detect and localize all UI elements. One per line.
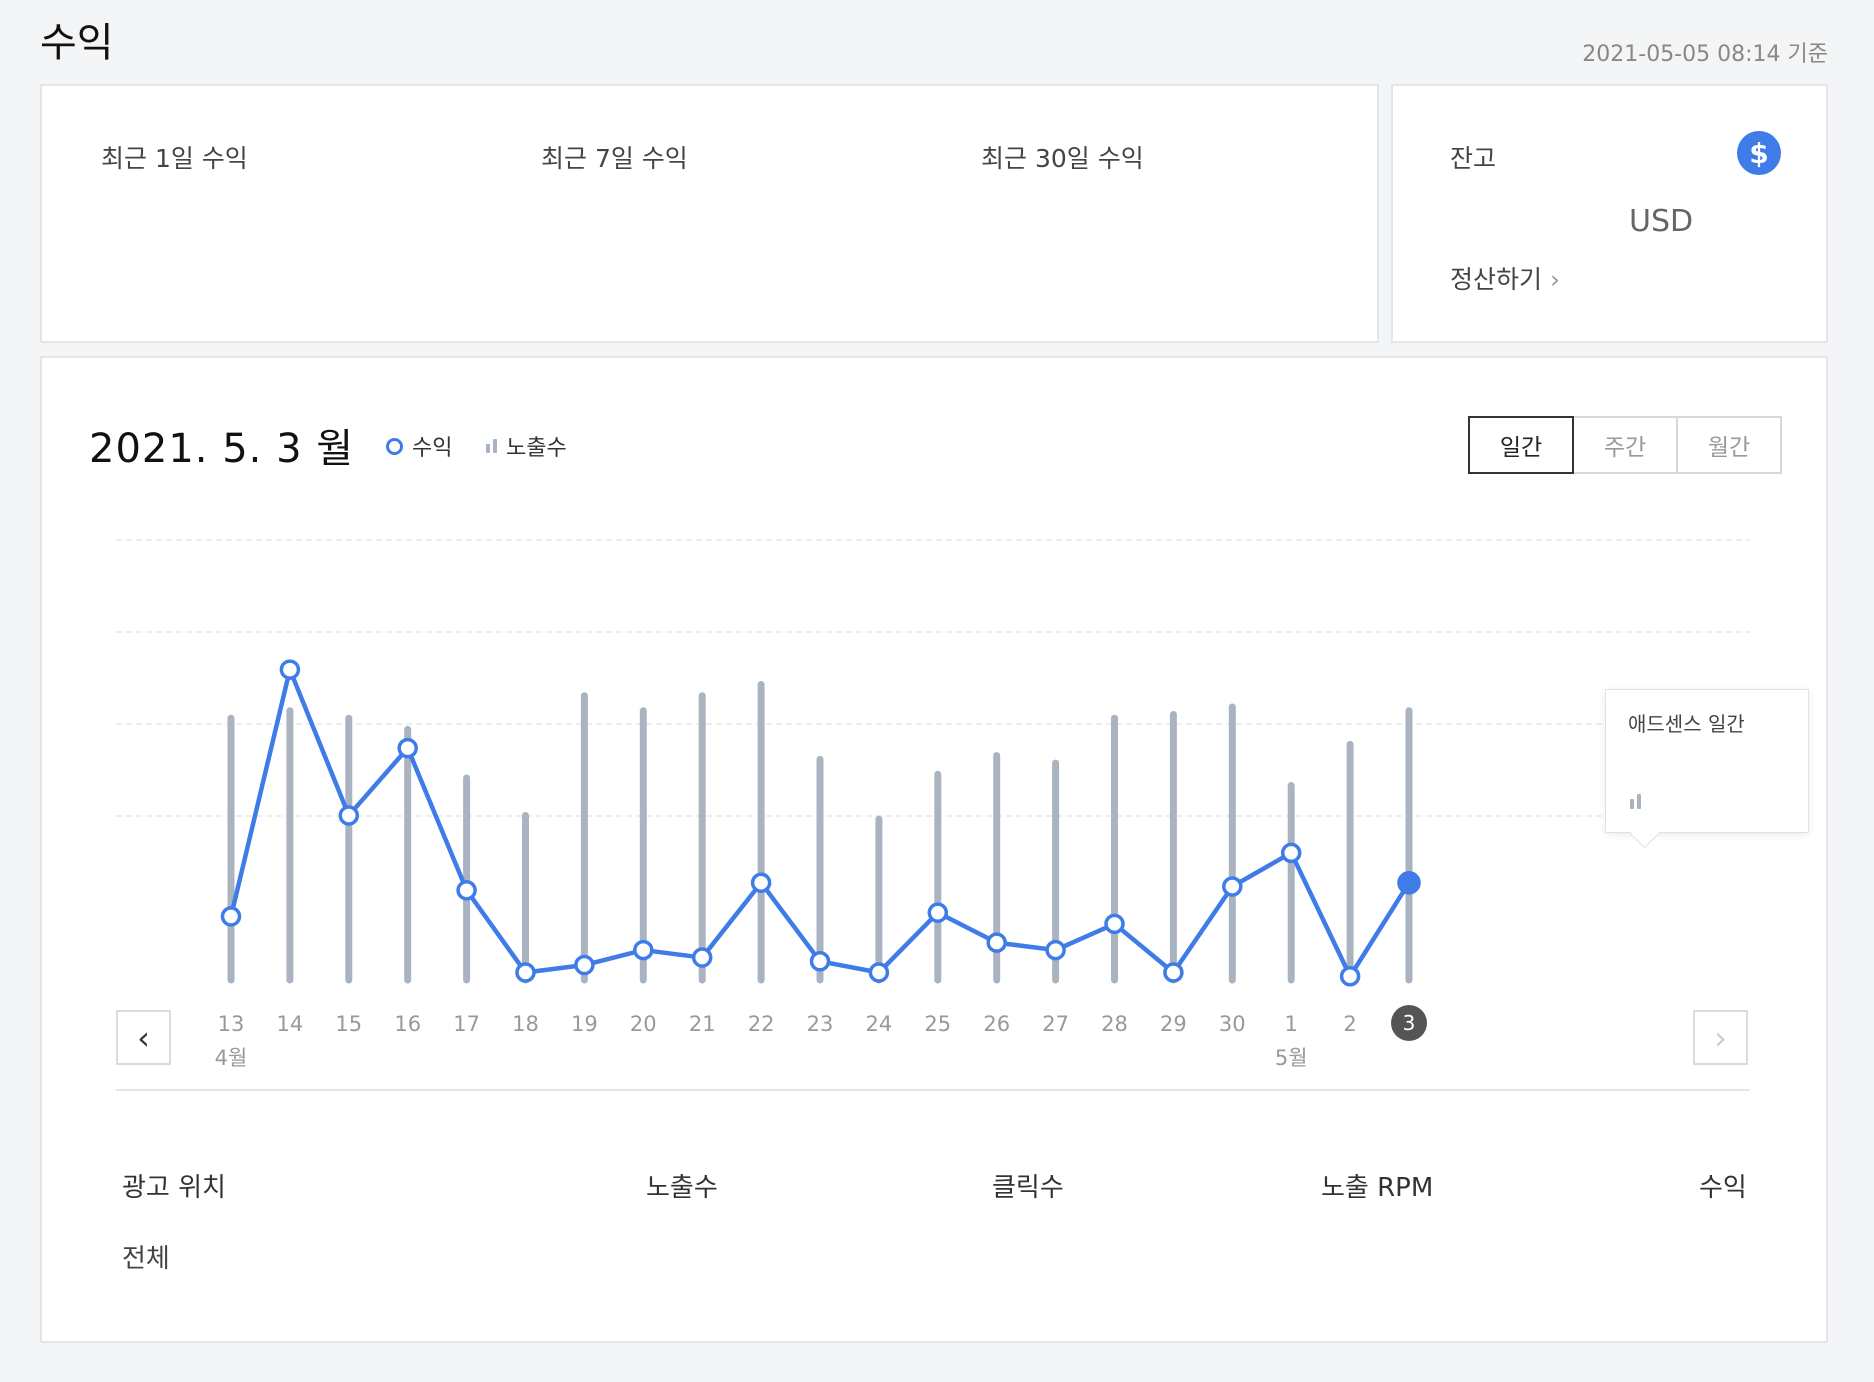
legend-impressions: 노출수 — [486, 430, 567, 462]
metric-label-30d: 최근 30일 수익 — [981, 144, 1144, 173]
table-header-clicks: 클릭수 — [992, 1173, 1064, 1203]
tab-daily[interactable]: 일간 — [1468, 416, 1574, 474]
x-tick-label: 15 — [335, 1012, 362, 1036]
daily-chart-card: 2021. 5. 3 월 수익 노출수 일간 주간 월간 13 14 15 16 17 1… — [40, 356, 1828, 1343]
x-tick-label: 20 — [630, 1012, 657, 1036]
revenue-point — [338, 805, 360, 826]
revenue-point — [515, 962, 536, 983]
revenue-point — [1222, 876, 1243, 897]
next-period-button[interactable]: › — [1693, 1010, 1748, 1065]
x-tick-label: 14 — [277, 1012, 304, 1036]
period-tabs: 일간 주간 월간 — [1468, 416, 1782, 474]
x-tick-label: 19 — [571, 1012, 598, 1036]
legend-revenue-label: 수익 — [412, 436, 453, 461]
bar-chart-icon — [1630, 794, 1641, 809]
month-label: 5월 — [1275, 1046, 1308, 1070]
divider — [116, 1089, 1750, 1091]
revenue-point — [1104, 913, 1125, 935]
x-tick-label: 30 — [1219, 1012, 1246, 1036]
revenue-point — [750, 872, 772, 894]
revenue-point — [809, 951, 831, 972]
x-tick-label: 26 — [983, 1012, 1010, 1036]
bar-chart-icon — [486, 439, 497, 453]
revenue-point — [574, 954, 595, 976]
month-label: 4월 — [215, 1046, 248, 1070]
legend-revenue: 수익 — [386, 430, 452, 462]
balance-card: 잔고 $ USD 정산하기 › — [1391, 84, 1828, 343]
x-tick-label: 24 — [866, 1012, 893, 1036]
revenue-chart: 13 14 15 16 17 18 19 20 21 22 23 24 25 26 27 28 29 30 1 2 34… — [116, 539, 1750, 1070]
x-tick-label: 21 — [689, 1012, 716, 1036]
revenue-point — [1280, 842, 1302, 864]
x-tick-label: 22 — [748, 1012, 775, 1036]
revenue-point — [986, 932, 1007, 953]
balance-currency: USD — [1629, 204, 1694, 239]
page-title: 수익 — [40, 20, 114, 66]
x-tick-label: 28 — [1101, 1012, 1128, 1036]
revenue-point — [220, 906, 242, 927]
circle-icon — [386, 437, 403, 455]
table-header-ad-position: 광고 위치 — [122, 1173, 226, 1203]
dollar-icon: $ — [1737, 131, 1781, 175]
settle-label: 정산하기 — [1450, 265, 1543, 294]
tab-monthly[interactable]: 월간 — [1676, 416, 1782, 474]
revenue-point — [1163, 962, 1184, 983]
earnings-summary-card: 최근 1일 수익 최근 7일 수익 최근 30일 수익 — [40, 84, 1379, 343]
x-tick-label: 13 — [218, 1012, 245, 1036]
revenue-point — [927, 902, 949, 923]
x-tick-label: 2 — [1343, 1012, 1356, 1036]
x-tick-label: 3 — [1403, 1011, 1416, 1035]
revenue-point — [691, 947, 713, 968]
x-tick-label: 17 — [453, 1012, 480, 1036]
revenue-point — [633, 939, 654, 961]
legend-impressions-label: 노출수 — [506, 436, 567, 461]
revenue-point — [868, 962, 890, 983]
x-tick-label: 16 — [394, 1012, 421, 1036]
x-tick-label: 25 — [924, 1012, 951, 1036]
selected-day-marker — [1391, 1005, 1427, 1041]
chevron-right-icon: › — [1550, 265, 1561, 294]
metric-label-7d: 최근 7일 수익 — [541, 144, 688, 173]
x-tick-label: 1 — [1285, 1012, 1298, 1036]
revenue-point — [279, 659, 301, 680]
prev-period-button[interactable]: ‹ — [116, 1010, 171, 1065]
tooltip-title: 애드센스 일간 — [1628, 712, 1745, 736]
settle-link[interactable]: 정산하기 › — [1450, 260, 1560, 296]
balance-label: 잔고 — [1450, 144, 1497, 173]
table-row-total-label: 전체 — [122, 1244, 170, 1274]
table-header-impressions: 노출수 — [646, 1173, 718, 1203]
chart-tooltip: 애드센스 일간 — [1605, 689, 1809, 849]
updated-timestamp: 2021-05-05 08:14 기준 — [1582, 42, 1828, 67]
revenue-point — [1045, 939, 1066, 961]
revenue-point — [456, 879, 477, 901]
metric-label-1d: 최근 1일 수익 — [101, 144, 248, 173]
x-tick-label: 23 — [807, 1012, 834, 1036]
x-tick-label: 29 — [1160, 1012, 1187, 1036]
table-header-revenue: 수익 — [1699, 1173, 1747, 1203]
x-tick-label: 18 — [512, 1012, 539, 1036]
chart-date-title: 2021. 5. 3 월 — [89, 426, 355, 472]
revenue-point — [397, 737, 418, 759]
revenue-point — [1339, 966, 1361, 987]
table-header-rpm: 노출 RPM — [1321, 1173, 1434, 1203]
x-tick-label: 27 — [1042, 1012, 1069, 1036]
revenue-point — [1397, 871, 1421, 895]
